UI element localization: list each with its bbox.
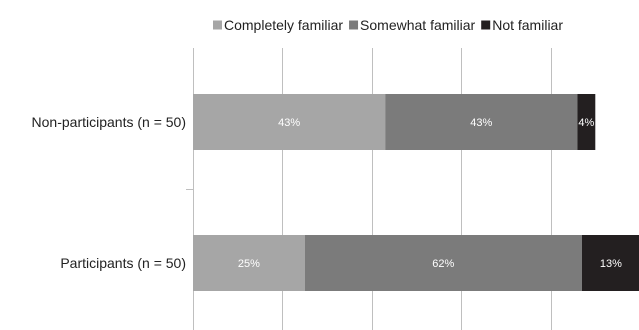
bar-segment bbox=[577, 94, 596, 150]
category-axis: Non-participants (n = 50) Participants (n… bbox=[32, 114, 193, 271]
legend-swatch bbox=[349, 20, 359, 30]
category-label: Participants (n = 50) bbox=[60, 255, 186, 271]
legend-swatch bbox=[481, 20, 491, 30]
bar-value-label: 4% bbox=[578, 117, 594, 129]
bar-segment bbox=[193, 94, 386, 150]
legend-swatch bbox=[213, 20, 222, 30]
legend-label: Completely familiar bbox=[224, 17, 343, 33]
legend-label: Not familiar bbox=[492, 17, 563, 33]
bar-value-label: 13% bbox=[600, 258, 622, 270]
bar-value-label: 43% bbox=[278, 117, 300, 129]
legend-label: Somewhat familiar bbox=[360, 17, 475, 33]
bar-segment bbox=[581, 235, 639, 291]
bar-value-label: 62% bbox=[432, 258, 454, 270]
legend: Completely familiar Somewhat familiar Not … bbox=[213, 17, 563, 33]
bars-layer: 43% 43% 4% 25% 62% 13% bbox=[193, 94, 639, 291]
category-label: Non-participants (n = 50) bbox=[32, 114, 186, 130]
bar-value-label: 25% bbox=[238, 258, 260, 270]
bar-value-label: 43% bbox=[470, 117, 492, 129]
bar-segment bbox=[193, 235, 305, 291]
bar-segment bbox=[304, 235, 582, 291]
bar-segment bbox=[385, 94, 578, 150]
